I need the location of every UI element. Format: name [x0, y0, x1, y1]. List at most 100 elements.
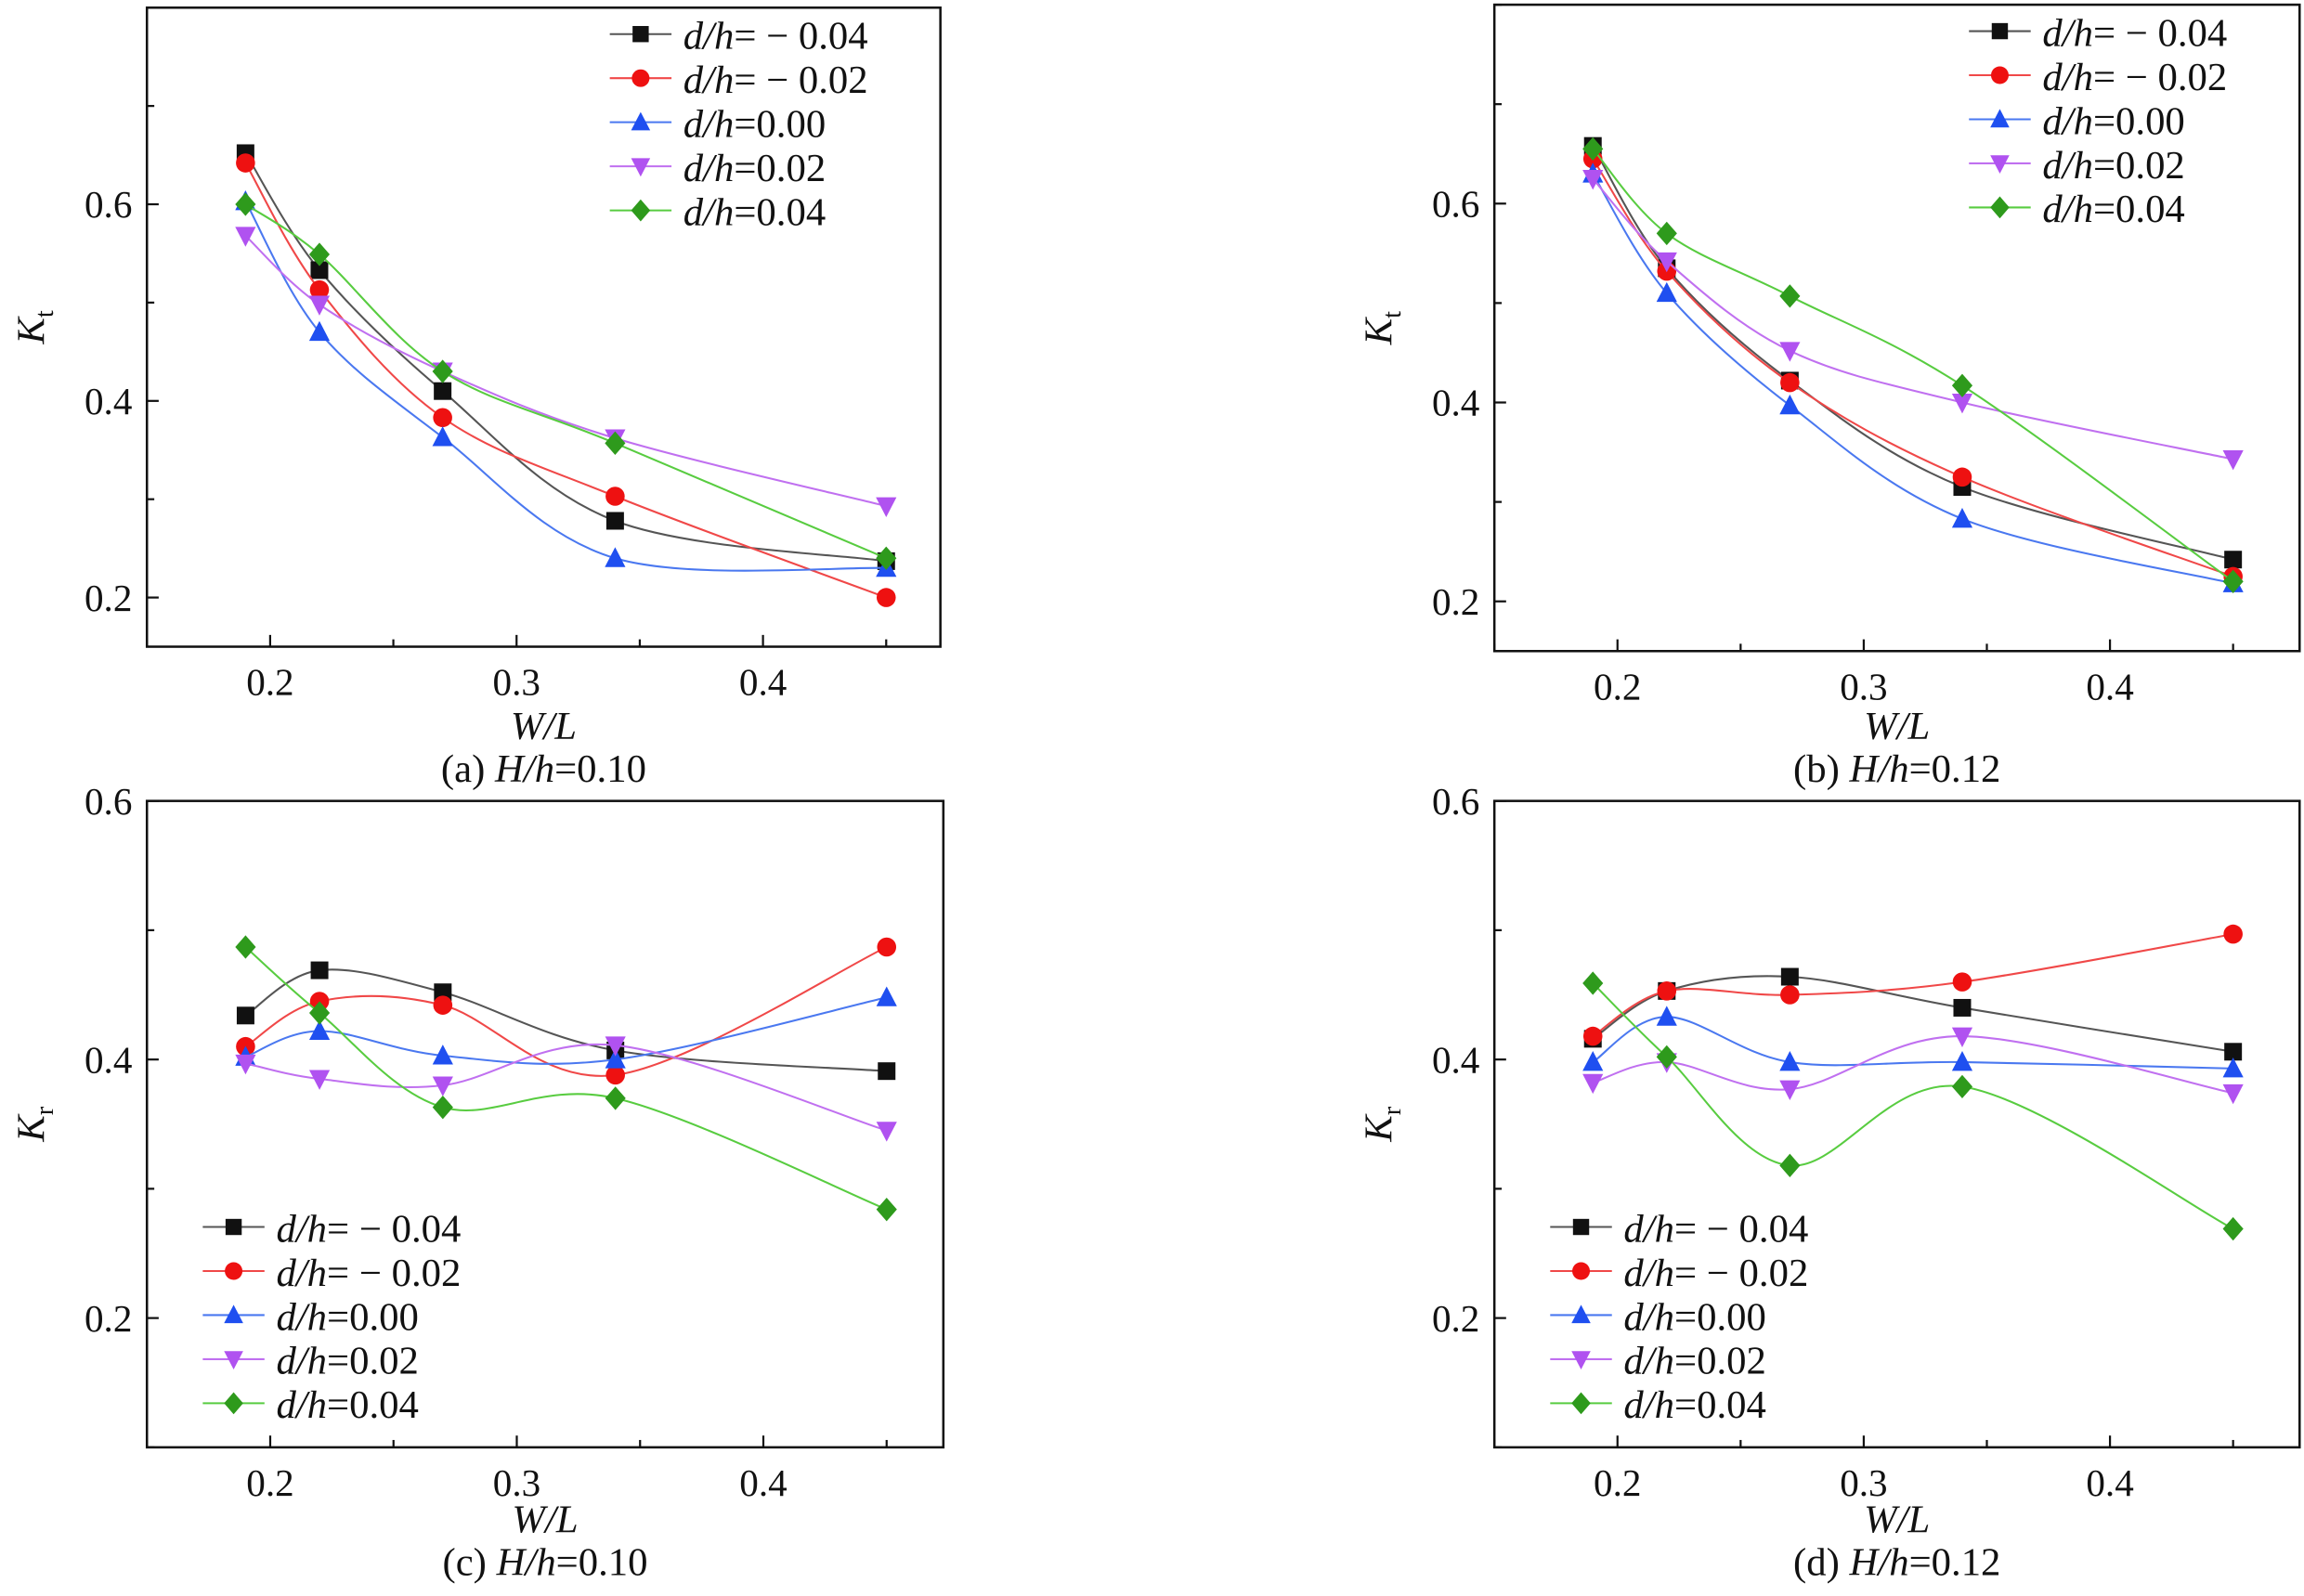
marker-diamond — [1656, 221, 1677, 246]
marker-diamond — [1582, 971, 1604, 995]
x-tick-label: 0.2 — [246, 661, 293, 704]
marker-square — [310, 961, 329, 980]
legend-item: d/h=0.00 — [202, 1295, 419, 1339]
marker-diamond — [2222, 1216, 2244, 1241]
marker-diamond — [605, 431, 626, 455]
marker-circle — [1572, 1262, 1591, 1280]
y-tick-label: 0.4 — [1432, 1038, 1479, 1081]
marker-diamond — [224, 1392, 243, 1415]
marker-diamond — [235, 192, 256, 216]
series-line — [1592, 148, 2234, 583]
marker-circle — [225, 1262, 243, 1280]
marker-square — [310, 261, 329, 279]
marker-diamond — [605, 1086, 626, 1110]
marker-triangle-down — [2222, 450, 2244, 471]
legend-item: d/h=0.04 — [1969, 188, 2185, 231]
x-tick-label: 0.3 — [1840, 665, 1887, 707]
panel-caption: (c) H/h=0.10 — [443, 1541, 648, 1585]
legend-item: d/h=0.04 — [202, 1383, 419, 1427]
legend-label: d/h= − 0.04 — [2042, 11, 2227, 55]
marker-triangle-up — [1571, 1304, 1591, 1324]
marker-diamond — [1582, 136, 1604, 162]
marker-diamond — [631, 199, 651, 222]
marker-circle — [433, 408, 452, 428]
marker-diamond — [1656, 1045, 1677, 1070]
marker-triangle-up — [308, 320, 331, 342]
marker-triangle-up — [1951, 1051, 1973, 1071]
x-tick-label: 0.4 — [2086, 665, 2133, 707]
marker-triangle-down — [2222, 1083, 2244, 1105]
marker-triangle-up — [1779, 1051, 1801, 1071]
marker-circle — [876, 588, 896, 607]
chart-panel-c: 0.2 0.3 0.4 0.2 0.4 0.6 W/L Kr (c) H/h=0.10 d/h= … — [9, 780, 945, 1585]
marker-circle — [605, 487, 625, 506]
marker-triangle-down — [631, 158, 651, 177]
series-3 — [235, 1036, 897, 1142]
y-axis-label: Kt — [1357, 311, 1406, 346]
legend-label: d/h=0.00 — [276, 1295, 418, 1339]
y-tick-label: 0.2 — [85, 1297, 132, 1340]
marker-triangle-up — [631, 111, 651, 131]
marker-triangle-up — [1656, 1006, 1677, 1026]
marker-circle — [1780, 372, 1800, 393]
legend-item: d/h= − 0.02 — [1550, 1252, 1808, 1295]
marker-circle — [1582, 1026, 1603, 1046]
legend-label: d/h=0.02 — [276, 1340, 418, 1383]
y-tick-label: 0.6 — [85, 780, 132, 823]
marker-square — [434, 382, 452, 400]
series-4 — [235, 192, 897, 570]
series-line — [244, 201, 887, 572]
series-0 — [236, 961, 896, 1081]
x-tick-label: 0.2 — [1594, 1461, 1641, 1504]
series-line — [244, 203, 887, 560]
marker-triangle-down — [308, 295, 331, 316]
marker-triangle-up — [224, 1304, 243, 1324]
marker-triangle-down — [1990, 155, 2010, 175]
marker-triangle-down — [309, 1070, 331, 1090]
legend-item: d/h= − 0.02 — [202, 1252, 461, 1295]
marker-circle — [236, 153, 255, 173]
legend-label: d/h= − 0.02 — [683, 58, 868, 102]
marker-square — [1572, 1218, 1590, 1236]
marker-triangle-up — [605, 1048, 626, 1069]
y-tick-label: 0.2 — [85, 577, 132, 619]
series-2 — [235, 189, 897, 577]
legend-item: d/h=0.02 — [609, 147, 826, 190]
plot-frame — [1492, 799, 2301, 1449]
marker-diamond — [1779, 284, 1801, 308]
y-tick-label: 0.2 — [1432, 580, 1479, 623]
legend-label: d/h= − 0.02 — [276, 1252, 461, 1295]
legend-item: d/h= − 0.02 — [609, 58, 868, 102]
plot-frame — [145, 6, 942, 648]
chart-panel-d: 0.2 0.3 0.4 0.2 0.4 0.6 W/L Kr (d) H/h=0.12 d/h= … — [1357, 780, 2301, 1585]
marker-triangle-up — [1779, 394, 1801, 415]
series-line — [1592, 158, 2234, 577]
y-axis-label: Kt — [9, 310, 59, 345]
marker-diamond — [876, 546, 897, 570]
x-axis-label: W/L — [1864, 1499, 1930, 1542]
marker-circle — [309, 279, 330, 300]
legend-item: d/h= − 0.04 — [1969, 11, 2227, 55]
marker-circle — [877, 937, 897, 957]
marker-circle — [1780, 985, 1800, 1005]
marker-triangle-up — [876, 986, 897, 1006]
legend-label: d/h=0.04 — [2042, 188, 2184, 231]
marker-triangle-up — [432, 426, 453, 447]
legend-label: d/h=0.04 — [1623, 1383, 1765, 1427]
legend-label: d/h=0.02 — [1623, 1340, 1765, 1383]
y-tick-label: 0.6 — [1432, 183, 1479, 226]
marker-square — [878, 1062, 896, 1081]
series-4 — [235, 935, 897, 1222]
marker-diamond — [432, 1096, 453, 1120]
legend-label: d/h=0.04 — [683, 190, 826, 234]
marker-triangle-down — [1571, 1351, 1591, 1370]
marker-triangle-up — [605, 547, 626, 567]
legend-label: d/h=0.00 — [2042, 99, 2184, 143]
legend: d/h= − 0.04d/h= − 0.02d/h=0.00d/h=0.02d/… — [1550, 1207, 1808, 1427]
plot-frame — [145, 799, 945, 1449]
series-line — [1592, 982, 2234, 1230]
marker-diamond — [1951, 1074, 1973, 1099]
series-4 — [1582, 971, 2244, 1241]
legend: d/h= − 0.04d/h= − 0.02d/h=0.00d/h=0.02d/… — [1969, 11, 2227, 231]
legend-item: d/h= − 0.04 — [1550, 1207, 1808, 1251]
